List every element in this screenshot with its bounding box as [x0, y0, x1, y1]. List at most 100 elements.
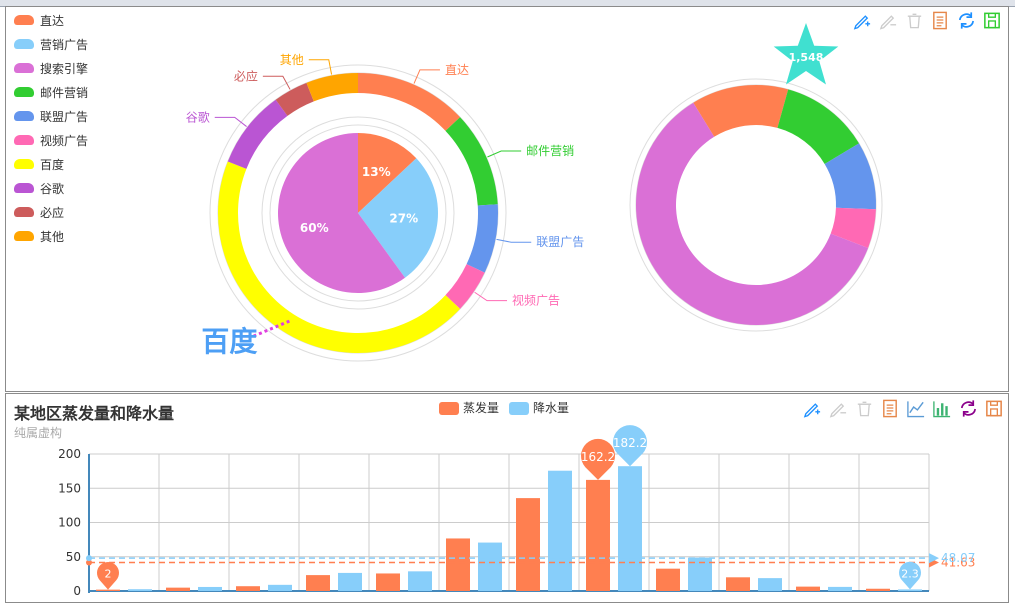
pie-slice-outer-4[interactable] — [217, 161, 461, 354]
bar-toolbox — [802, 398, 1004, 418]
legend-label: 直达 — [40, 13, 65, 28]
bar-evaporation[interactable] — [516, 498, 540, 591]
bar-evaporation[interactable] — [656, 568, 680, 591]
right-ring-slice-2[interactable] — [824, 143, 876, 210]
bar-precipitation[interactable] — [128, 589, 152, 591]
right-ring-slice-3[interactable] — [830, 207, 876, 248]
legend-item[interactable]: 联盟广告 — [14, 107, 88, 125]
mark-point-pin[interactable] — [581, 438, 615, 480]
mark-point-label: 182.2 — [613, 436, 647, 450]
bar-evaporation[interactable] — [446, 538, 470, 591]
mark-point-label: 162.2 — [581, 450, 615, 464]
mark-point-pin[interactable] — [97, 561, 119, 590]
legend-item[interactable]: 必应 — [14, 203, 64, 221]
restore-icon[interactable] — [958, 398, 978, 418]
legend-label: 必应 — [40, 205, 65, 220]
legend-item[interactable]: 邮件营销 — [14, 83, 88, 101]
legend-label: 邮件营销 — [40, 85, 89, 100]
bar-precipitation[interactable] — [338, 572, 362, 591]
slice-label: 谷歌 — [186, 109, 210, 124]
legend-item[interactable]: 视频广告 — [14, 131, 88, 149]
bar-precipitation[interactable] — [478, 542, 502, 591]
slice-label: 邮件营销 — [526, 144, 574, 158]
y-tick-label: 0 — [73, 584, 81, 598]
bar-precipitation[interactable] — [758, 578, 782, 591]
legend-item[interactable]: 搜索引擎 — [14, 59, 88, 77]
bar-evaporation[interactable] — [726, 577, 750, 591]
restore-icon[interactable] — [956, 10, 976, 30]
bar-evaporation[interactable] — [306, 575, 330, 591]
pie-slice-outer-5[interactable] — [227, 99, 288, 169]
legend-label: 百度 — [40, 157, 65, 172]
bar-legend-item[interactable]: 降水量 — [509, 399, 569, 416]
pie-slice-outer-0[interactable] — [358, 73, 461, 131]
legend-item[interactable]: 直达 — [14, 11, 64, 29]
bar-precipitation[interactable] — [618, 466, 642, 591]
bar-precipitation[interactable] — [408, 571, 432, 591]
data-view-icon[interactable] — [930, 10, 950, 30]
star-marker — [773, 23, 839, 85]
pie-slice-outer-1[interactable] — [445, 117, 498, 206]
bar-evaporation[interactable] — [166, 587, 190, 591]
label-line — [474, 291, 508, 302]
bar-evaporation[interactable] — [796, 586, 820, 591]
legend-item[interactable]: 其他 — [14, 227, 64, 245]
bar-chart-icon[interactable] — [932, 398, 952, 418]
bar-evaporation[interactable] — [236, 586, 260, 591]
bar-legend: 蒸发量 降水量 — [439, 399, 569, 416]
pie-slice-outer-6[interactable] — [275, 82, 314, 116]
slice-label: 视频广告 — [512, 293, 560, 308]
mark-icon[interactable] — [852, 10, 872, 30]
right-ring-slice-1[interactable] — [777, 89, 859, 164]
bar-precipitation[interactable] — [198, 586, 222, 591]
save-image-icon[interactable] — [984, 398, 1004, 418]
mark-point-pin[interactable] — [613, 425, 648, 467]
right-ring-slice-0[interactable] — [693, 85, 789, 137]
mark-clear-icon[interactable] — [854, 398, 874, 418]
bar-evaporation[interactable] — [586, 479, 610, 591]
legend-swatch — [14, 87, 34, 97]
pie-slice-outer-2[interactable] — [466, 204, 498, 273]
pie-toolbox — [852, 10, 1002, 30]
pie-slice-outer-3[interactable] — [445, 264, 485, 309]
ring-outline — [269, 124, 447, 302]
mark-icon[interactable] — [802, 398, 822, 418]
pie-slice-inner-0[interactable] — [358, 133, 417, 213]
mark-clear-icon[interactable] — [904, 10, 924, 30]
legend-swatch — [439, 402, 459, 415]
legend-swatch — [14, 135, 34, 145]
legend-item[interactable]: 营销广告 — [14, 35, 88, 53]
bar-evaporation[interactable] — [376, 573, 400, 591]
pie-slice-inner-1[interactable] — [358, 158, 439, 278]
legend-swatch — [14, 39, 34, 49]
bar-evaporation[interactable] — [96, 589, 120, 591]
right-ring-slice-4[interactable] — [636, 102, 869, 326]
mark-point-label: 2 — [105, 568, 112, 581]
mark-line-label: 48.07 — [941, 551, 975, 565]
chart-title: 某地区蒸发量和降水量 — [14, 404, 175, 423]
bar-precipitation[interactable] — [898, 589, 922, 591]
bar-precipitation[interactable] — [268, 584, 292, 591]
mark-undo-icon[interactable] — [878, 10, 898, 30]
pie-slice-outer-7[interactable] — [306, 73, 358, 102]
label-line — [262, 75, 291, 90]
ring-outline — [629, 78, 883, 332]
save-image-icon[interactable] — [982, 10, 1002, 30]
bar-precipitation[interactable] — [548, 470, 572, 591]
data-view-icon[interactable] — [880, 398, 900, 418]
star-label: 1,548 — [789, 51, 824, 64]
line-chart-icon[interactable] — [906, 398, 926, 418]
bar-legend-item[interactable]: 蒸发量 — [439, 399, 499, 416]
legend-swatch — [14, 183, 34, 193]
legend-label: 营销广告 — [40, 37, 89, 52]
legend-item[interactable]: 百度 — [14, 155, 64, 173]
bar-precipitation[interactable] — [828, 586, 852, 591]
legend-item[interactable]: 谷歌 — [14, 179, 64, 197]
mark-undo-icon[interactable] — [828, 398, 848, 418]
legend-label: 搜索引擎 — [40, 61, 89, 76]
bar-evaporation[interactable] — [866, 588, 890, 591]
legend-label: 其他 — [40, 229, 65, 244]
pie-slice-inner-2[interactable] — [278, 133, 406, 293]
mark-point-pin[interactable] — [899, 561, 922, 590]
